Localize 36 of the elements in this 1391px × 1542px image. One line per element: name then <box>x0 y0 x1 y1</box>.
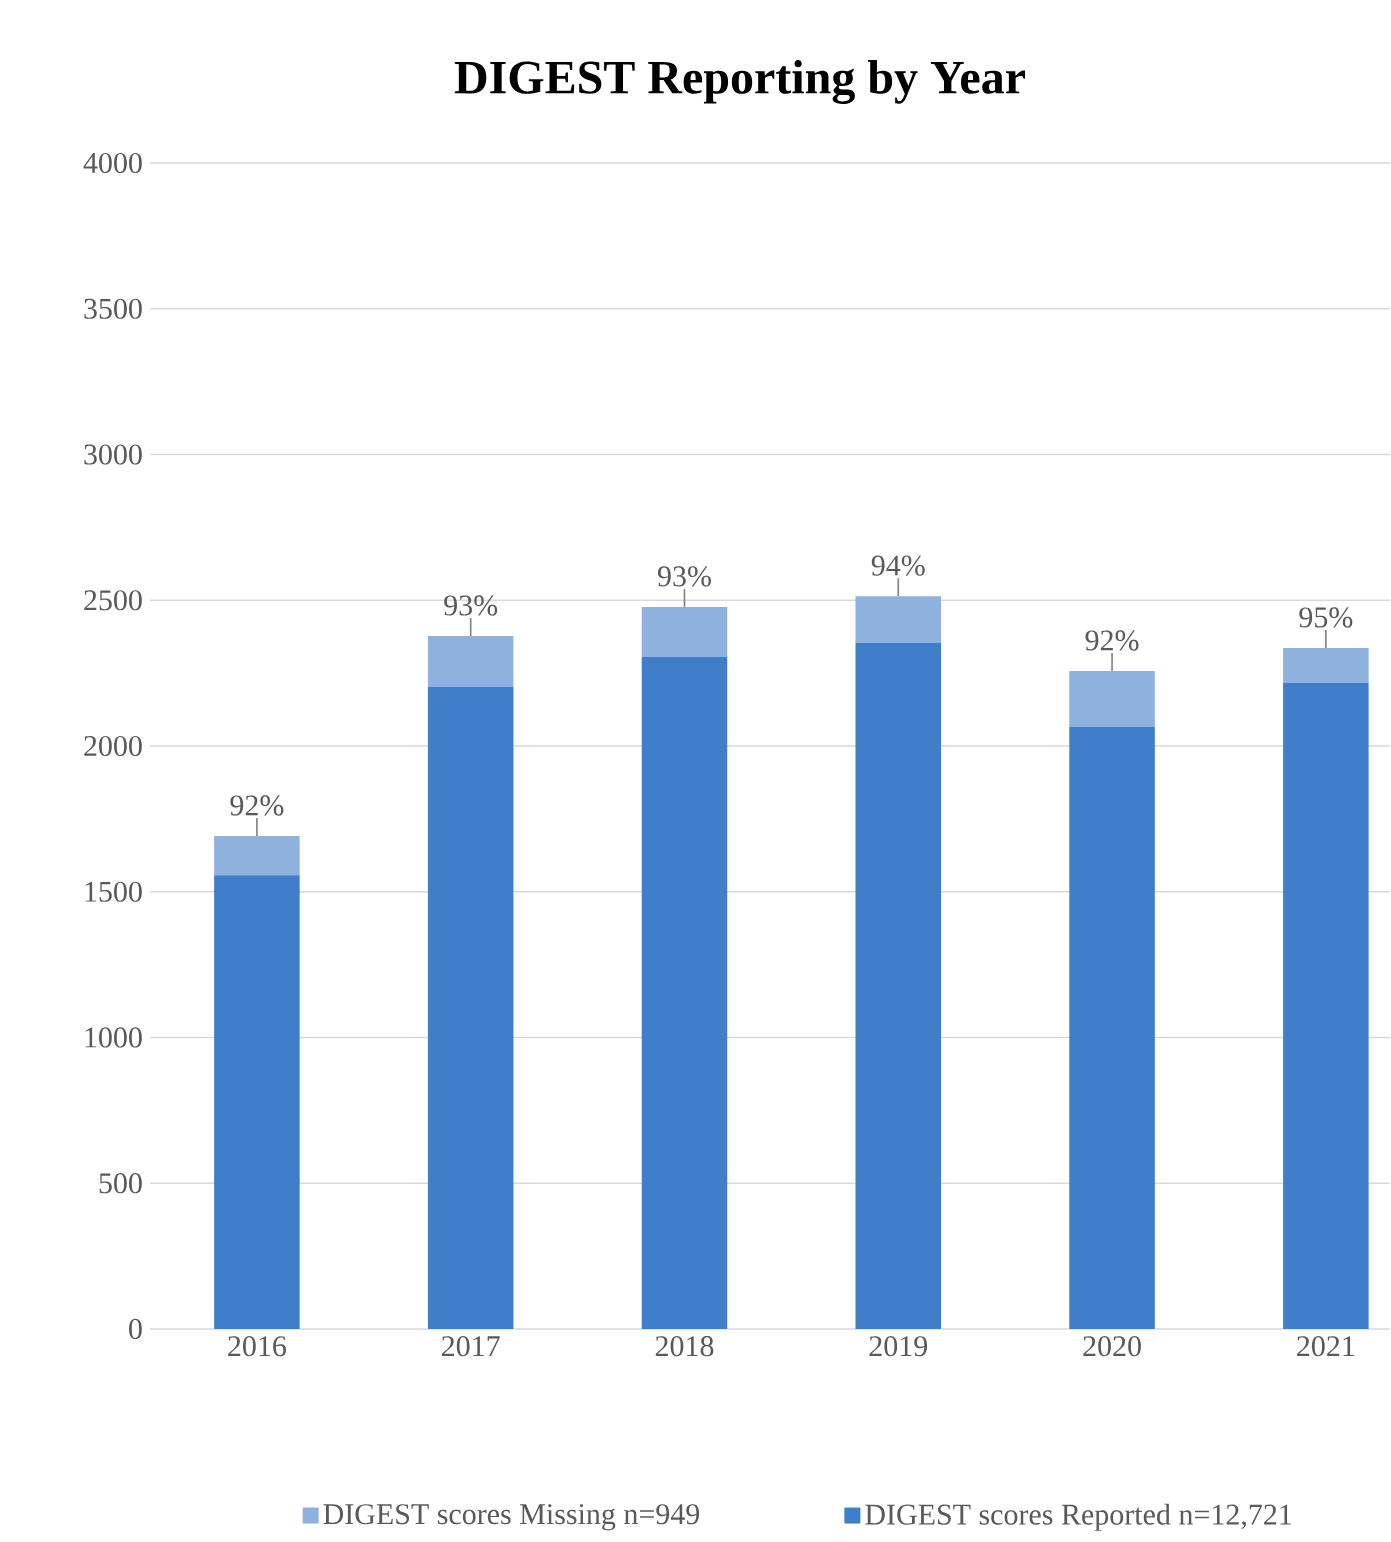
x-tick-label: 2018 <box>655 1336 714 1357</box>
bar <box>855 643 942 1329</box>
bar <box>1283 648 1369 684</box>
y-tick-label: 3000 <box>84 444 142 465</box>
y-tick-label: 3500 <box>84 298 142 319</box>
y-tick-label: 4000 <box>83 152 142 174</box>
x-tick-label: 2019 <box>869 1336 928 1357</box>
bar <box>641 657 728 1329</box>
bar <box>1069 671 1155 728</box>
annotation: 92% <box>230 795 284 816</box>
annotation: 93% <box>444 595 498 616</box>
bar <box>855 596 942 644</box>
x-tick-label: 2016 <box>228 1336 287 1357</box>
bar <box>427 687 514 1329</box>
x-tick-label: 2020 <box>1083 1336 1141 1357</box>
bar <box>1069 727 1155 1329</box>
x-tick-label: 2017 <box>442 1336 500 1357</box>
y-tick-label: 500 <box>99 1173 142 1194</box>
bar <box>214 836 300 876</box>
y-tick-label: 2000 <box>84 735 142 757</box>
legend-label: DIGEST scores Reported n=12,721 <box>865 1503 1292 1531</box>
y-tick-label: 0 <box>129 1318 142 1340</box>
bar <box>1283 683 1369 1329</box>
annotation: 92% <box>1085 630 1139 651</box>
y-tick-label: 2500 <box>84 590 142 611</box>
y-tick-label: 1500 <box>85 881 142 902</box>
x-tick-label: 2021 <box>1297 1336 1355 1357</box>
bar <box>641 606 728 658</box>
bar <box>427 636 514 688</box>
annotation: 94% <box>871 555 925 576</box>
bar <box>214 875 300 1329</box>
legend-label: DIGEST scores Missing n=949 <box>323 1504 700 1531</box>
chart-title: DIGEST Reporting by Year <box>454 60 1025 104</box>
y-tick-label: 1000 <box>85 1027 142 1048</box>
annotation: 93% <box>657 566 711 587</box>
annotation: 95% <box>1299 607 1353 628</box>
